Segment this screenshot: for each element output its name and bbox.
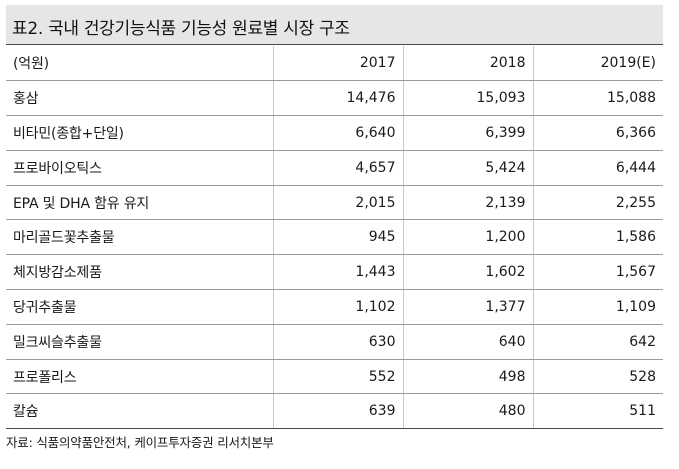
row-value-2019e: 6,444: [532, 150, 663, 186]
table-row: 비타민(종합+단일) 6,640 6,399 6,366: [6, 115, 663, 151]
row-label: 홍삼: [6, 80, 273, 117]
row-value-2017: 630: [272, 324, 403, 360]
row-value-2018: 498: [402, 359, 533, 395]
row-label: EPA 및 DHA 함유 유지: [6, 185, 273, 221]
row-value-2017: 6,640: [272, 115, 403, 151]
market-structure-table: (억원) 2017 2018 2019(E) 홍삼 14,476 15,093 …: [6, 46, 663, 430]
table-row: 프로폴리스 552 498 528: [6, 359, 663, 395]
row-label: 프로바이오틱스: [6, 150, 273, 186]
row-value-2018: 1,602: [402, 254, 533, 291]
row-value-2018: 6,399: [402, 115, 533, 151]
row-label: 당귀추출물: [6, 289, 273, 325]
row-value-2017: 14,476: [272, 80, 403, 117]
row-value-2017: 945: [272, 219, 403, 256]
table-row: 칼슘 639 480 511: [6, 393, 663, 430]
row-value-2018: 15,093: [402, 80, 533, 117]
row-value-2018: 5,424: [402, 150, 533, 186]
header-cell-unit: (억원): [6, 46, 273, 82]
table-title: 표2. 국내 건강기능식품 기능성 원료별 시장 구조: [12, 19, 350, 39]
table-header-row: (억원) 2017 2018 2019(E): [6, 46, 663, 82]
row-value-2017: 2,015: [272, 185, 403, 221]
header-cell-2018: 2018: [402, 46, 533, 82]
row-value-2017: 1,443: [272, 254, 403, 291]
table-row: 밀크씨슬추출물 630 640 642: [6, 324, 663, 360]
row-value-2019e: 1,586: [532, 219, 663, 256]
table-row: 홍삼 14,476 15,093 15,088: [6, 80, 663, 117]
table-title-bar: 표2. 국내 건강기능식품 기능성 원료별 시장 구조: [6, 5, 663, 45]
row-value-2019e: 642: [532, 324, 663, 360]
row-label: 칼슘: [6, 393, 273, 430]
row-value-2018: 1,377: [402, 289, 533, 325]
table-row: 체지방감소제품 1,443 1,602 1,567: [6, 254, 663, 291]
row-value-2018: 480: [402, 393, 533, 430]
row-label: 밀크씨슬추출물: [6, 324, 273, 360]
row-value-2019e: 511: [532, 393, 663, 430]
row-value-2019e: 2,255: [532, 185, 663, 221]
source-note: 자료: 식품의약품안전처, 케이프투자증권 리서치본부: [6, 435, 274, 450]
header-cell-2017: 2017: [272, 46, 403, 82]
row-label: 마리골드꽃추출물: [6, 219, 273, 256]
table-row: 프로바이오틱스 4,657 5,424 6,444: [6, 150, 663, 186]
table-container: (억원) 2017 2018 2019(E) 홍삼 14,476 15,093 …: [6, 46, 663, 430]
row-value-2018: 2,139: [402, 185, 533, 221]
row-value-2017: 552: [272, 359, 403, 395]
row-label: 비타민(종합+단일): [6, 115, 273, 151]
table-row: 당귀추출물 1,102 1,377 1,109: [6, 289, 663, 325]
row-value-2019e: 6,366: [532, 115, 663, 151]
row-value-2019e: 1,109: [532, 289, 663, 325]
row-label: 체지방감소제품: [6, 254, 273, 291]
table-row: 마리골드꽃추출물 945 1,200 1,586: [6, 219, 663, 256]
row-value-2019e: 15,088: [532, 80, 663, 117]
row-value-2018: 640: [402, 324, 533, 360]
row-value-2018: 1,200: [402, 219, 533, 256]
row-value-2017: 1,102: [272, 289, 403, 325]
row-label: 프로폴리스: [6, 359, 273, 395]
row-value-2019e: 528: [532, 359, 663, 395]
row-value-2019e: 1,567: [532, 254, 663, 291]
header-cell-2019e: 2019(E): [532, 46, 663, 82]
table-row: EPA 및 DHA 함유 유지 2,015 2,139 2,255: [6, 185, 663, 221]
row-value-2017: 4,657: [272, 150, 403, 186]
row-value-2017: 639: [272, 393, 403, 430]
